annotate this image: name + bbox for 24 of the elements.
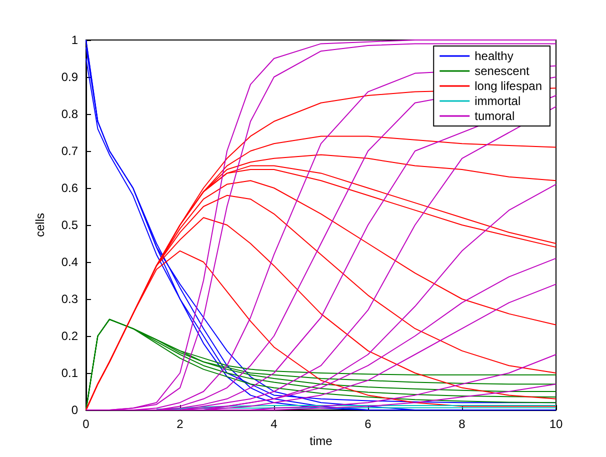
legend-label: tumoral — [474, 109, 515, 123]
y-tick-label: 0.7 — [61, 144, 78, 158]
y-tick-label: 0.5 — [61, 218, 78, 232]
y-tick-label: 0.4 — [61, 255, 78, 269]
legend-label: senescent — [474, 64, 530, 78]
y-tick-label: 0.9 — [61, 70, 78, 84]
x-axis-title: time — [310, 434, 333, 448]
legend-label: healthy — [474, 49, 514, 63]
y-tick-label: 0.6 — [61, 181, 78, 195]
x-tick-label: 0 — [82, 417, 90, 431]
y-tick-label: 0 — [71, 403, 78, 417]
x-tick-label: 2 — [176, 417, 184, 431]
x-tick-label: 10 — [549, 417, 563, 431]
y-tick-label: 0.1 — [61, 366, 78, 380]
x-tick-label: 8 — [458, 417, 466, 431]
legend-label: immortal — [474, 94, 521, 108]
y-tick-label: 1 — [71, 33, 78, 47]
x-tick-label: 4 — [270, 417, 278, 431]
y-tick-label: 0.2 — [61, 329, 78, 343]
x-tick-label: 6 — [364, 417, 372, 431]
y-axis-title: cells — [33, 212, 47, 238]
legend-label: long lifespan — [474, 79, 542, 93]
y-tick-label: 0.3 — [61, 292, 78, 306]
y-tick-label: 0.8 — [61, 107, 78, 121]
